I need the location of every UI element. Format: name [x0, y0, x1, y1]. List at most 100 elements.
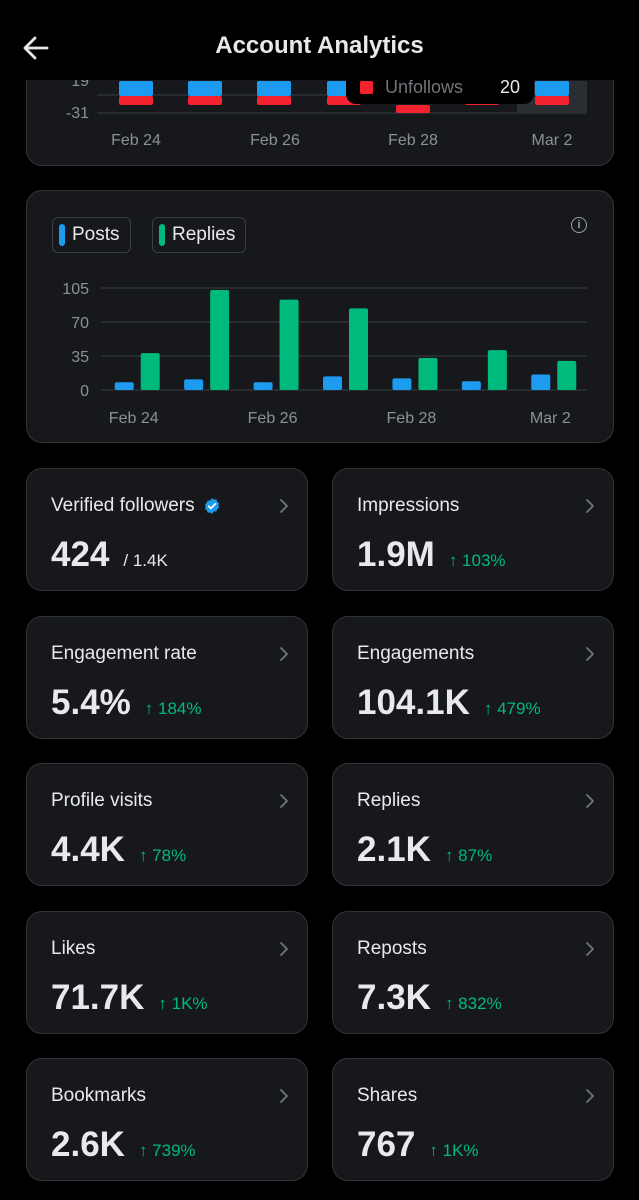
metric-card-reposts[interactable]: Reposts 7.3K ↑ 832% — [332, 910, 614, 1034]
tooltip-label: Unfollows — [385, 76, 464, 97]
metric-change: ↑ 78% — [138, 846, 187, 865]
metric-card-verified-followers[interactable]: Verified followers 424 / 1.4K — [26, 468, 308, 591]
posts-bar — [392, 378, 412, 390]
metric-card-engagement-rate[interactable]: Engagement rate 5.4% ↑ 184% — [26, 615, 308, 739]
metric-value: 2.6K — [51, 1125, 125, 1164]
y-tick-label: -31 — [66, 105, 89, 122]
posts-bar — [323, 376, 342, 390]
y-tick-label: 0 — [80, 383, 89, 400]
x-tick-label: Mar 2 — [532, 132, 573, 149]
page-title: Account Analytics — [215, 32, 424, 59]
follow-bar — [188, 81, 222, 96]
metric-value-row: 424 / 1.4K — [51, 535, 168, 575]
metric-label-text: Reposts — [357, 937, 427, 959]
legend-posts[interactable]: Posts — [52, 217, 131, 253]
unfollow-bar — [257, 96, 291, 105]
metric-value: 2.1K — [357, 830, 431, 869]
metric-label-text: Shares — [357, 1085, 418, 1106]
posts-bar — [253, 382, 273, 390]
metric-label-text: Verified followers — [51, 495, 195, 516]
metric-card-impressions[interactable]: Impressions 1.9M ↑ 103% — [332, 468, 614, 591]
replies-bar — [418, 357, 438, 390]
metric-value: 424 — [51, 535, 110, 574]
metric-value-row: 5.4% ↑ 184% — [51, 683, 201, 723]
metric-card-profile-visits[interactable]: Profile visits 4.4K ↑ 78% — [26, 763, 308, 886]
legend-replies[interactable]: Replies — [152, 217, 247, 253]
metric-label-text: Replies — [357, 790, 421, 811]
metric-label-text: Impressions — [357, 495, 460, 516]
x-tick-label: Mar 2 — [530, 410, 571, 427]
legend-replies-label: Replies — [172, 224, 236, 245]
chevron-right-icon — [280, 794, 288, 808]
posts-bar — [531, 374, 551, 390]
posts-replies-chart-card: Posts Replies i 0 35 70 105 Feb 24 Feb 26 Feb … — [26, 190, 614, 443]
replies-bar — [210, 289, 230, 390]
metric-label: Likes — [51, 938, 95, 960]
metric-label: Impressions — [357, 495, 459, 517]
metric-change: ↑ 832% — [444, 993, 502, 1013]
posts-replies-chart[interactable]: 0 35 70 105 Feb 24 Feb 26 Feb 28 Mar 2 — [27, 191, 615, 444]
unfollow-bar — [396, 105, 430, 113]
metric-card-engagements[interactable]: Engagements 104.1K ↑ 479% — [332, 615, 614, 739]
replies-bar — [140, 353, 160, 390]
metric-value: 7.3K — [357, 977, 431, 1017]
back-button[interactable] — [18, 30, 54, 66]
replies-bar — [279, 299, 299, 390]
y-tick-label: 105 — [62, 281, 89, 298]
posts-bar — [114, 382, 134, 390]
metric-change: ↑ 739% — [138, 1141, 196, 1160]
metric-label-text: Likes — [51, 937, 96, 959]
posts-swatch — [59, 224, 65, 246]
posts-bar — [184, 379, 204, 390]
metric-label: Verified followers — [51, 495, 221, 517]
metric-label: Bookmarks — [51, 1085, 146, 1107]
unfollow-bar — [188, 96, 222, 105]
metric-label: Engagement rate — [51, 643, 197, 665]
metric-change: ↑ 103% — [448, 551, 506, 570]
back-arrow-icon — [23, 36, 49, 60]
metric-label: Shares — [357, 1085, 417, 1107]
metric-value-row: 767 ↑ 1K% — [357, 1125, 479, 1165]
chevron-right-icon — [586, 1089, 594, 1103]
metric-value-row: 71.7K ↑ 1K% — [51, 978, 208, 1018]
metric-value: 5.4% — [51, 682, 131, 722]
verified-badge-icon — [204, 498, 219, 514]
replies-swatch — [159, 224, 165, 246]
chevron-right-icon — [586, 499, 594, 513]
metric-card-likes[interactable]: Likes 71.7K ↑ 1K% — [26, 910, 308, 1034]
y-tick-label: 70 — [71, 315, 89, 332]
metric-value: 767 — [357, 1125, 416, 1164]
metric-card-replies[interactable]: Replies 2.1K ↑ 87% — [332, 763, 614, 886]
replies-bar — [487, 350, 507, 390]
chevron-right-icon — [280, 499, 288, 513]
chevron-right-icon — [280, 646, 288, 661]
metric-value-row: 2.6K ↑ 739% — [51, 1125, 196, 1165]
x-tick-label: Feb 26 — [250, 132, 300, 149]
metric-label-text: Engagement rate — [51, 642, 197, 664]
metric-value: 71.7K — [51, 977, 145, 1017]
metric-value-row: 2.1K ↑ 87% — [357, 830, 492, 870]
unfollow-bar — [119, 96, 153, 105]
metric-value-row: 7.3K ↑ 832% — [357, 978, 502, 1018]
chevron-right-icon — [586, 646, 594, 661]
chevron-right-icon — [280, 941, 288, 956]
metric-card-bookmarks[interactable]: Bookmarks 2.6K ↑ 739% — [26, 1058, 308, 1181]
metric-value-row: 1.9M ↑ 103% — [357, 535, 506, 575]
metric-change: ↑ 479% — [483, 698, 541, 718]
metric-value: 1.9M — [357, 535, 435, 574]
tooltip-value: 20 — [499, 76, 520, 97]
chevron-right-icon — [586, 794, 594, 808]
metric-card-shares[interactable]: Shares 767 ↑ 1K% — [332, 1058, 614, 1181]
follow-bar — [257, 81, 291, 96]
x-tick-label: Feb 24 — [109, 410, 159, 427]
legend-posts-label: Posts — [72, 224, 120, 245]
metric-change: ↑ 184% — [144, 698, 202, 718]
replies-bar — [349, 308, 368, 390]
unfollow-bar — [535, 96, 569, 105]
header: Account Analytics — [0, 0, 639, 80]
metric-label: Profile visits — [51, 790, 152, 812]
x-tick-label: Feb 24 — [111, 132, 161, 149]
info-icon[interactable]: i — [571, 217, 587, 233]
tooltip-swatch — [360, 80, 373, 94]
